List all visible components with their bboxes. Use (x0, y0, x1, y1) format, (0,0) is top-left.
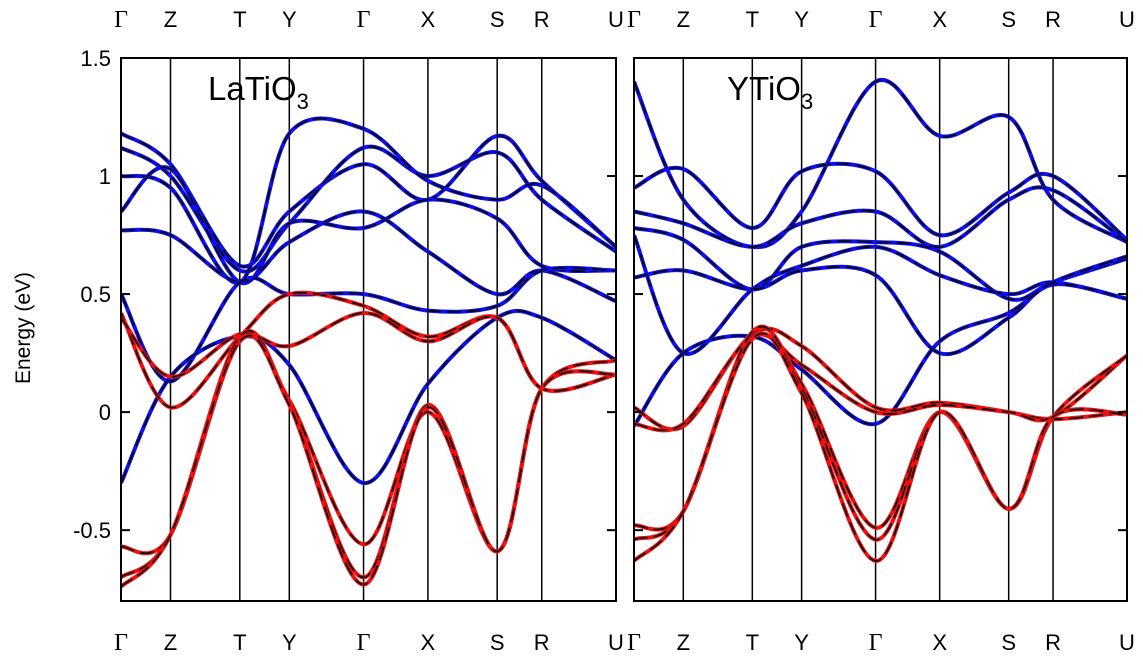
fit-band-0 (634, 79, 1127, 248)
x-tick-label-top: Z (164, 7, 177, 32)
x-tick-label-bottom: Γ (357, 630, 371, 656)
x-tick-label-bottom: T (746, 630, 759, 655)
x-tick-label-bottom: R (534, 630, 550, 655)
plot-frame (120, 57, 617, 602)
x-tick-label-top: U (608, 7, 624, 32)
fit-band-1 (634, 163, 1127, 241)
fit-band-6 (634, 255, 1127, 427)
x-tick-label-bottom: Y (794, 630, 809, 655)
x-tick-label-bottom: X (421, 630, 436, 655)
x-tick-label-bottom: Y (282, 630, 297, 655)
fit-band-8 (634, 333, 1127, 432)
panel-title: YTiO3 (727, 70, 813, 114)
x-tick-label-bottom: S (490, 630, 505, 655)
x-tick-label-bottom: U (608, 630, 624, 655)
fit-band-3 (634, 227, 1127, 301)
x-tick-label-top: Γ (114, 7, 128, 33)
x-tick-label-top: Γ (869, 7, 883, 33)
x-tick-label-bottom: Z (164, 630, 177, 655)
y-tick-label: 0 (99, 400, 111, 425)
x-tick-label-top: T (746, 7, 759, 32)
x-tick-label-top: Y (794, 7, 809, 32)
x-tick-label-top: X (421, 7, 436, 32)
fit-band-4 (121, 210, 616, 302)
x-tick-label-top: Γ (357, 7, 371, 33)
x-tick-label-bottom: Γ (114, 630, 128, 656)
fit-band-11 (634, 332, 1127, 562)
fit-band-8 (121, 312, 616, 392)
x-tick-label-bottom: Z (677, 630, 690, 655)
y-tick-label: 1 (99, 164, 111, 189)
fit-band-11 (121, 334, 616, 588)
x-tick-label-bottom: S (1001, 630, 1016, 655)
panel-title: LaTiO3 (208, 70, 309, 114)
x-tick-label-top: U (1119, 7, 1135, 32)
x-tick-label-top: S (1001, 7, 1016, 32)
y-tick-label: 1.5 (80, 46, 111, 71)
x-tick-label-top: R (534, 7, 550, 32)
plot-frame (633, 57, 1128, 602)
x-tick-label-top: S (490, 7, 505, 32)
fit-band-3 (121, 166, 616, 284)
y-axis-label: Energy (eV) (12, 272, 35, 384)
x-tick-label-top: T (233, 7, 246, 32)
x-tick-label-bottom: Γ (627, 630, 641, 656)
x-tick-label-bottom: U (1119, 630, 1135, 655)
x-tick-label-bottom: X (932, 630, 947, 655)
fit-band-2 (634, 186, 1127, 248)
x-tick-label-bottom: R (1045, 630, 1061, 655)
x-tick-label-top: Z (677, 7, 690, 32)
y-tick-label: 0.5 (80, 282, 111, 307)
x-tick-label-top: X (932, 7, 947, 32)
fit-band-6 (121, 310, 616, 484)
bands (634, 77, 1127, 563)
x-tick-label-top: Γ (627, 7, 641, 33)
x-tick-label-top: Y (282, 7, 297, 32)
bands (121, 116, 616, 589)
y-tick-label: -0.5 (73, 518, 111, 543)
fit-band-2 (121, 117, 616, 284)
panel-ytio3: Γ Γ Z Z T T Y Y Γ Γ X X S S R R U U YTiO3 (627, 7, 1135, 656)
x-tick-label-bottom: Γ (869, 630, 883, 656)
x-tick-label-bottom: T (233, 630, 246, 655)
x-tick-label-top: R (1045, 7, 1061, 32)
